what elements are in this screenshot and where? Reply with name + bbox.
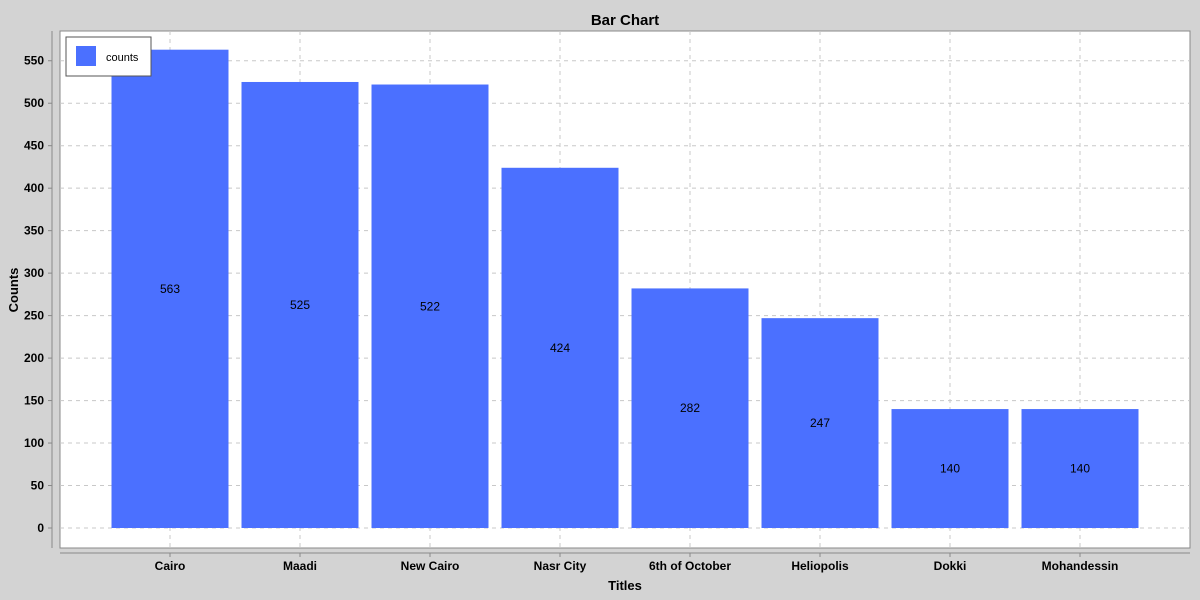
x-tick-label: Dokki [934, 559, 967, 573]
y-tick-label: 200 [24, 351, 44, 365]
legend-label: counts [106, 52, 139, 64]
bar [241, 81, 359, 528]
x-tick-label: Cairo [155, 559, 186, 573]
bar-value-label: 522 [420, 299, 440, 313]
legend-swatch [76, 46, 96, 66]
y-tick-label: 150 [24, 394, 44, 408]
bar-value-label: 140 [940, 462, 960, 476]
x-tick-label: 6th of October [649, 559, 731, 573]
legend: counts [65, 36, 152, 77]
y-tick-label: 50 [31, 479, 45, 493]
bar-value-label: 563 [160, 282, 180, 296]
bar [371, 84, 489, 529]
x-tick-label: Nasr City [534, 559, 587, 573]
bar [501, 167, 619, 528]
y-tick-label: 350 [24, 224, 44, 238]
bar-value-label: 525 [290, 298, 310, 312]
y-tick-label: 100 [24, 436, 44, 450]
x-tick-label: Maadi [283, 559, 317, 573]
bar-value-label: 247 [810, 416, 830, 430]
bars [111, 49, 1139, 529]
chart-title: Bar Chart [591, 12, 659, 29]
bar-value-label: 282 [680, 401, 700, 415]
bar [111, 49, 229, 528]
y-tick-label: 400 [24, 181, 44, 195]
axes [51, 31, 1190, 554]
bar [891, 409, 1009, 528]
bar [761, 318, 879, 528]
x-tick-label: Mohandessin [1042, 559, 1119, 573]
y-tick-label: 250 [24, 309, 44, 323]
x-tick-label: New Cairo [401, 559, 460, 573]
bar-value-label: 424 [550, 341, 570, 355]
y-tick-label: 500 [24, 96, 44, 110]
bar [631, 288, 749, 528]
y-tick-label: 0 [37, 521, 44, 535]
bar [1021, 409, 1139, 528]
y-tick-label: 450 [24, 139, 44, 153]
y-tick-label: 300 [24, 266, 44, 280]
y-tick-label: 550 [24, 54, 44, 68]
y-tick-labels: 0 50 100 150 200 250 300 350 400 450 500 550 [24, 54, 52, 535]
bar-value-labels: 563 525 522 424 282 247 140 140 [160, 282, 1090, 476]
x-tick-labels: Cairo Maadi New Cairo Nasr City 6th of Octob… [155, 553, 1119, 573]
plot-area [59, 30, 1191, 549]
y-axis-label: Counts [6, 268, 21, 313]
x-axis-label: Titles [608, 578, 642, 593]
x-tick-label: Heliopolis [791, 559, 849, 573]
bar-value-label: 140 [1070, 462, 1090, 476]
